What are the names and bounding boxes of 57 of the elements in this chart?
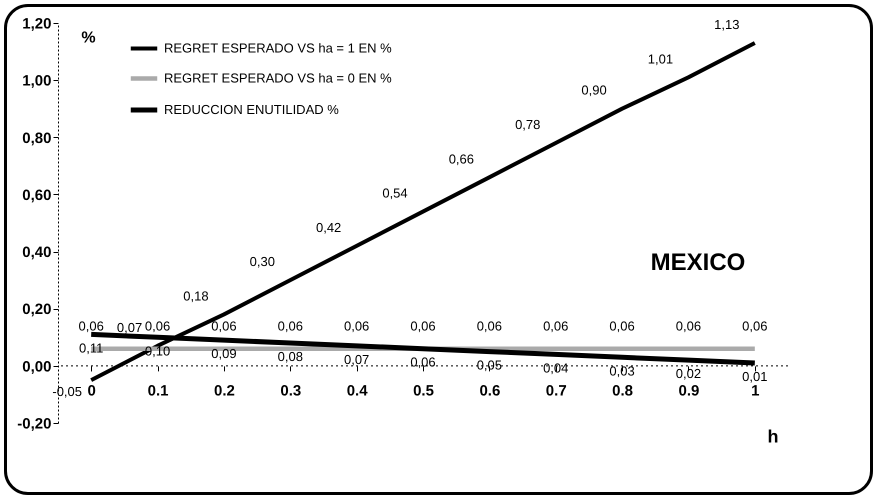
x-tick-label: 0.8 <box>612 382 634 400</box>
x-tick-label: 0 <box>88 382 96 400</box>
data-label: 0,30 <box>250 254 275 270</box>
data-label: 0,06 <box>543 318 568 334</box>
x-tick-label: 0.1 <box>148 382 168 400</box>
data-label: 0,01 <box>742 369 768 384</box>
data-label: 0,07 <box>344 352 370 367</box>
data-label: 0,06 <box>78 318 104 334</box>
data-label: 0,06 <box>410 354 436 370</box>
y-axis-title: % <box>81 30 96 46</box>
data-label: 0,18 <box>183 288 209 304</box>
y-tick-label: 0,40 <box>22 244 52 262</box>
y-tick-label: 1,20 <box>22 16 52 32</box>
data-label: 0,06 <box>144 318 170 334</box>
data-label: 1,13 <box>714 17 740 32</box>
y-tick-label: 0,00 <box>22 358 52 376</box>
y-tick-label: 1,00 <box>22 72 52 90</box>
data-label: 0,07 <box>116 320 142 335</box>
data-label: 0,42 <box>316 220 342 235</box>
data-label: 0,06 <box>476 318 502 334</box>
data-label: 0,02 <box>676 366 702 382</box>
legend-label: REGRET ESPERADO VS ha = 0 EN % <box>164 70 392 86</box>
data-label: 0,10 <box>144 343 170 358</box>
y-tick-label: 0,20 <box>22 301 52 318</box>
data-label: -0,05 <box>52 384 82 400</box>
data-label: 0,06 <box>676 318 702 334</box>
x-tick-label: 0.3 <box>280 382 302 400</box>
data-label: 0,03 <box>609 363 635 378</box>
x-tick-label: 1 <box>751 382 760 400</box>
x-tick-label: 0.2 <box>214 382 235 400</box>
x-tick-label: 0.7 <box>546 382 567 400</box>
data-label: 0,06 <box>742 318 768 334</box>
x-tick-label: 0.6 <box>479 382 500 400</box>
data-label: 0,09 <box>211 346 237 362</box>
annotation: MEXICO <box>650 249 746 276</box>
legend-label: REDUCCION ENUTILIDAD % <box>164 102 340 117</box>
x-axis-title: h <box>768 426 778 446</box>
legend-label: REGRET ESPERADO VS ha = 1 EN % <box>164 40 392 56</box>
data-label: 1,01 <box>648 51 674 66</box>
y-tick-label: -0,20 <box>17 416 52 432</box>
data-label: 0,78 <box>515 117 540 132</box>
data-label: 0,90 <box>581 82 607 98</box>
x-tick-label: 0.5 <box>413 382 434 400</box>
data-label: 0,08 <box>278 349 303 364</box>
data-label: 0,06 <box>278 318 303 334</box>
data-label: 0,06 <box>211 318 237 334</box>
x-tick-label: 0.4 <box>346 382 368 400</box>
data-label: 0,66 <box>448 151 474 166</box>
y-tick-label: 0,60 <box>22 186 52 204</box>
data-label: 0,05 <box>476 358 502 373</box>
data-label: 0,54 <box>382 186 408 201</box>
data-label: 0,06 <box>344 318 370 334</box>
data-label: 0,06 <box>410 318 436 334</box>
y-tick-label: 0,80 <box>22 130 52 147</box>
data-label: 0,11 <box>79 340 104 356</box>
data-label: 0,06 <box>609 318 635 334</box>
x-tick-label: 0.9 <box>678 382 700 400</box>
